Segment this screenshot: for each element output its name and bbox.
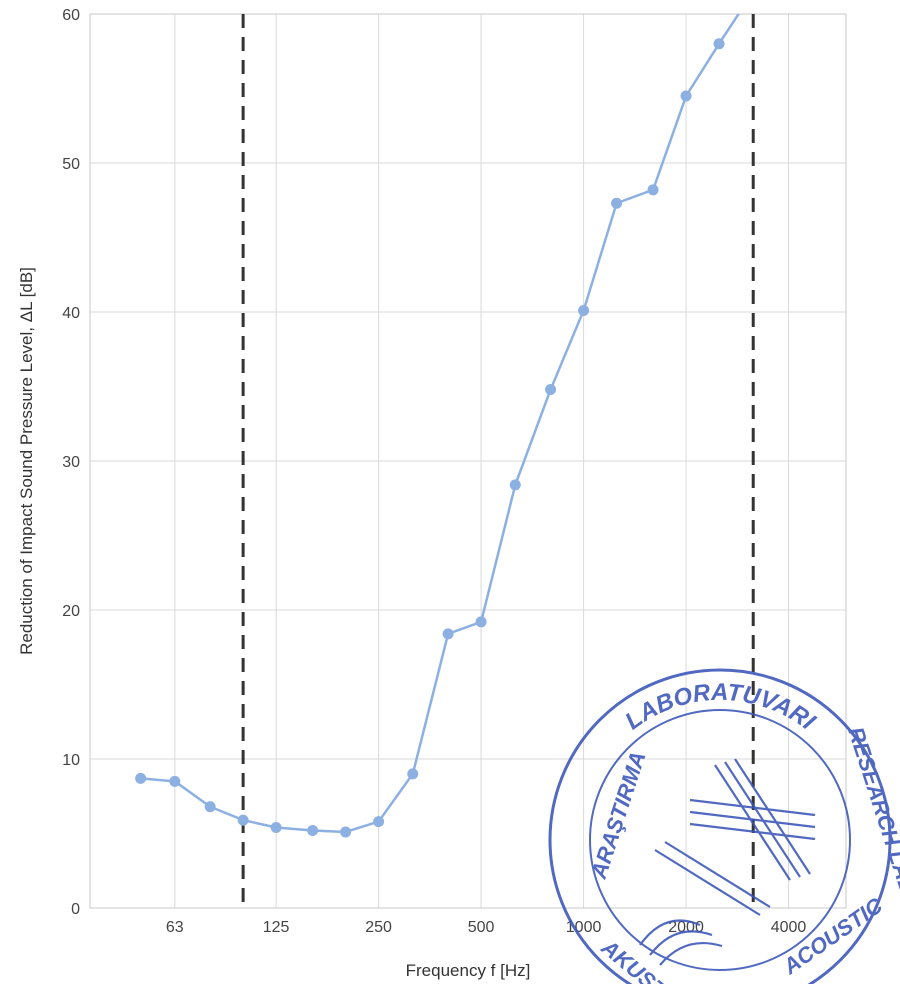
- stamp-logo: [639, 758, 816, 966]
- data-point: [407, 768, 419, 780]
- y-tick-label: 60: [62, 7, 80, 24]
- data-point: [135, 772, 147, 784]
- y-tick-label: 40: [62, 305, 80, 322]
- x-tick-label: 1000: [566, 919, 602, 936]
- x-tick-label: 125: [263, 919, 290, 936]
- y-axis-title: Reduction of Impact Sound Pressure Level…: [17, 267, 36, 655]
- data-point: [475, 616, 487, 628]
- data-point: [578, 305, 590, 317]
- limit-lines: [241, 14, 755, 908]
- data-point: [611, 197, 623, 209]
- x-tick-label: 4000: [771, 919, 807, 936]
- data-point: [545, 383, 557, 395]
- plot-border: [89, 13, 847, 909]
- data-point: [307, 825, 319, 837]
- stamp-right-text: RESEARCH LAB: [843, 724, 900, 898]
- x-tick-label: 500: [468, 919, 495, 936]
- y-tick-label: 30: [62, 454, 80, 471]
- x-tick-label: 250: [365, 919, 392, 936]
- data-point: [373, 816, 385, 828]
- x-tick-label: 63: [166, 919, 184, 936]
- data-point: [204, 801, 216, 813]
- data-point: [713, 38, 725, 50]
- data-point: [237, 814, 249, 826]
- data-point: [340, 826, 352, 838]
- y-tick-label: 10: [62, 752, 80, 769]
- data-point: [680, 90, 692, 102]
- data-point: [270, 822, 282, 834]
- data-point: [509, 479, 521, 491]
- data-point: [169, 775, 181, 787]
- data-point: [442, 628, 454, 640]
- series-group: [135, 14, 741, 838]
- y-tick-label: 0: [71, 901, 80, 918]
- y-tick-label: 20: [62, 603, 80, 620]
- data-point: [647, 184, 659, 196]
- y-tick-labels: 0 10 20 30 40 50 60: [62, 7, 80, 918]
- x-axis-title: Frequency f [Hz]: [406, 961, 531, 980]
- grid: [90, 13, 846, 909]
- y-tick-label: 50: [62, 156, 80, 173]
